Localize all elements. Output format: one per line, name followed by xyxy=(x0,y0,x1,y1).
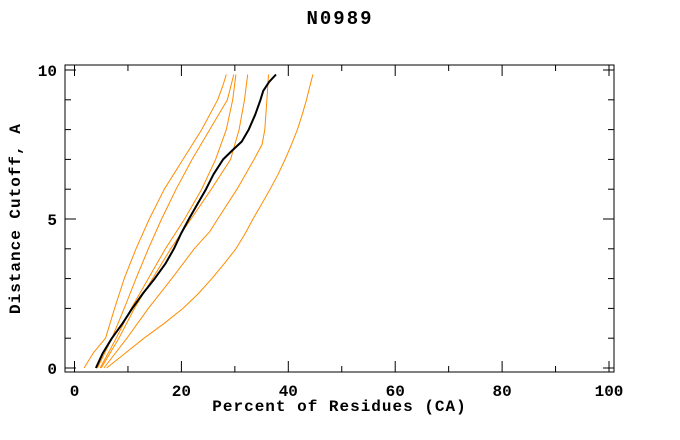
chart-title: N0989 xyxy=(306,8,374,30)
y-tick-label: 5 xyxy=(47,212,57,230)
x-tick-label: 40 xyxy=(279,383,298,401)
x-tick-label: 20 xyxy=(172,383,191,401)
plot-frame xyxy=(64,64,615,373)
series-line-orange-model-2 xyxy=(97,74,235,369)
series-line-orange-model-6 xyxy=(106,74,314,369)
x-tick-label: 100 xyxy=(595,383,624,401)
series-line-orange-model-5 xyxy=(103,74,269,369)
x-tick-label: 60 xyxy=(386,383,405,401)
series-line-orange-model-4 xyxy=(100,74,249,369)
x-tick-label: 80 xyxy=(492,383,511,401)
x-axis-label: Percent of Residues (CA) xyxy=(212,398,467,416)
y-tick-label: 10 xyxy=(38,63,57,81)
series-line-orange-model-3 xyxy=(99,74,237,369)
series-line-orange-model-1 xyxy=(83,74,227,369)
x-tick-label: 0 xyxy=(70,383,80,401)
series-line-black-reference xyxy=(94,73,277,369)
y-tick-label: 0 xyxy=(47,361,57,379)
